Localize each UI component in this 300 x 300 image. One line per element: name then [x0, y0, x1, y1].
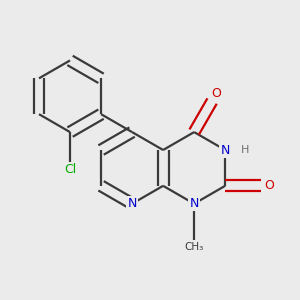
- Text: O: O: [265, 179, 274, 192]
- Text: N: N: [128, 197, 137, 210]
- Text: Cl: Cl: [64, 163, 76, 176]
- Text: N: N: [190, 197, 199, 210]
- Text: N: N: [220, 143, 230, 157]
- Text: CH₃: CH₃: [184, 242, 204, 252]
- Text: O: O: [211, 87, 221, 100]
- Text: H: H: [241, 145, 249, 155]
